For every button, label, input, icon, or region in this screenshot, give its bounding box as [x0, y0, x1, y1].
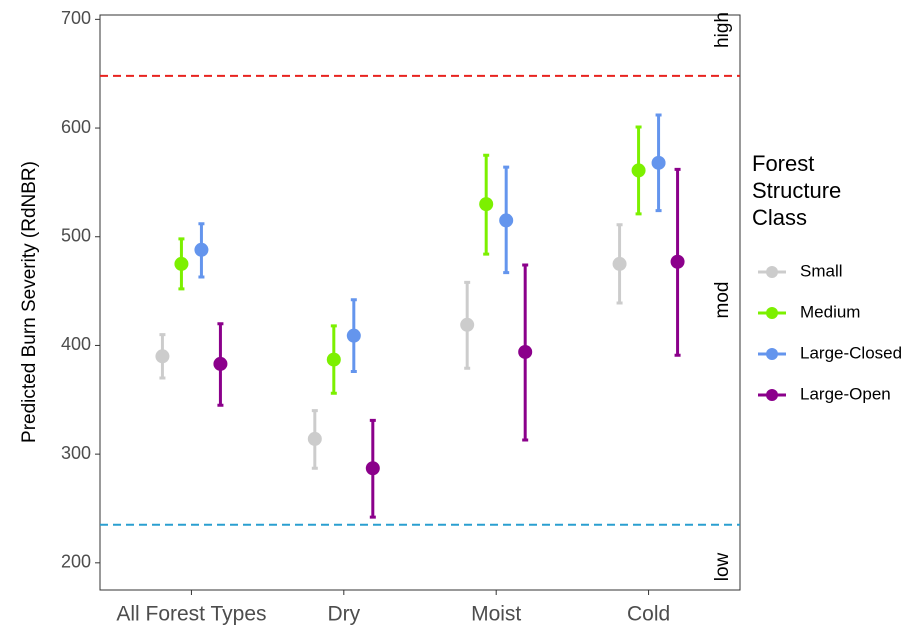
plot-frame	[99, 14, 741, 591]
legend-label: Medium	[800, 302, 860, 321]
point	[612, 256, 627, 271]
legend-label: Large-Open	[800, 384, 891, 403]
point	[326, 352, 341, 367]
y-tick-label: 300	[61, 443, 91, 463]
point	[155, 349, 170, 364]
point	[499, 213, 514, 228]
y-tick-label: 200	[61, 552, 91, 572]
point	[651, 155, 666, 170]
point	[631, 163, 646, 178]
point	[670, 254, 685, 269]
y-tick-label: 400	[61, 334, 91, 354]
y-tick-label: 600	[61, 117, 91, 137]
point	[479, 197, 494, 212]
point	[213, 356, 228, 371]
zone-label: mod	[712, 282, 733, 319]
point	[194, 242, 209, 257]
point	[460, 317, 475, 332]
zone-label: low	[712, 552, 733, 581]
x-tick-label: Cold	[627, 603, 670, 626]
point	[307, 431, 322, 446]
legend-key-point	[766, 266, 778, 278]
legend-key-point	[766, 389, 778, 401]
y-axis-label: Predicted Burn Severity (RdNBR)	[19, 161, 40, 443]
point	[518, 344, 533, 359]
x-tick-label: All Forest Types	[116, 603, 266, 626]
legend-label: Large-Closed	[800, 343, 902, 362]
x-tick-label: Dry	[327, 603, 360, 626]
legend-label: Small	[800, 261, 843, 280]
x-tick-label: Moist	[471, 603, 521, 626]
point	[365, 461, 380, 476]
point	[174, 256, 189, 271]
legend-title: Forest Structure Class	[752, 151, 842, 230]
y-tick-label: 500	[61, 225, 91, 245]
point	[346, 328, 361, 343]
legend-key-point	[766, 348, 778, 360]
zone-label: high	[712, 12, 733, 48]
y-tick-label: 700	[61, 8, 91, 28]
legend-key-point	[766, 307, 778, 319]
